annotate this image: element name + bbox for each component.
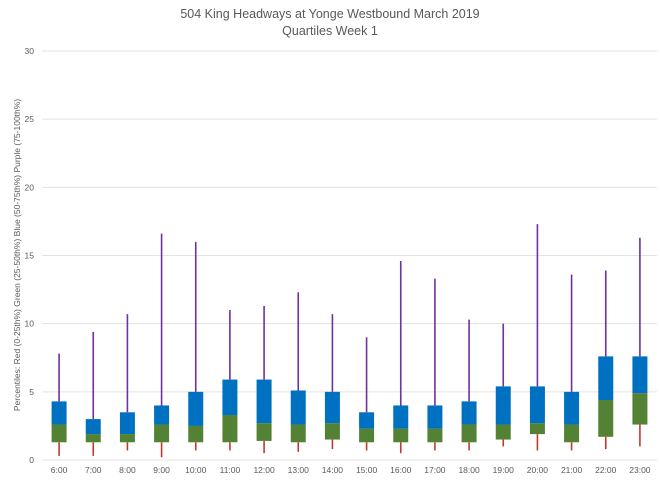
chart-subtitle: Quartiles Week 1 bbox=[282, 24, 378, 38]
box-1600 bbox=[393, 260, 409, 454]
y-tick-label: 0 bbox=[29, 455, 34, 465]
green-box bbox=[51, 424, 67, 443]
y-tick-label: 30 bbox=[25, 46, 35, 56]
boxes bbox=[51, 224, 648, 458]
x-tick-label: 20:00 bbox=[527, 465, 549, 475]
box-1700 bbox=[427, 278, 443, 451]
x-tick-label: 16:00 bbox=[390, 465, 412, 475]
y-tick-label: 20 bbox=[25, 182, 35, 192]
blue-box bbox=[495, 386, 511, 425]
green-box bbox=[290, 424, 306, 443]
box-700 bbox=[85, 331, 101, 456]
x-tick-label: 21:00 bbox=[561, 465, 583, 475]
box-1800 bbox=[461, 319, 477, 451]
green-box bbox=[427, 428, 443, 443]
blue-box bbox=[119, 412, 135, 435]
box-900 bbox=[154, 233, 170, 458]
green-box bbox=[393, 428, 409, 443]
y-axis-ticks: 0 5 10 15 20 25 30 bbox=[25, 46, 35, 465]
blue-box bbox=[222, 379, 238, 416]
green-box bbox=[598, 400, 614, 437]
x-tick-label: 6:00 bbox=[51, 465, 68, 475]
blue-box bbox=[256, 379, 272, 424]
blue-box bbox=[393, 405, 409, 429]
green-box bbox=[632, 393, 648, 425]
blue-box bbox=[427, 405, 443, 429]
x-tick-label: 14:00 bbox=[322, 465, 344, 475]
blue-box bbox=[154, 405, 170, 425]
x-tick-label: 19:00 bbox=[493, 465, 515, 475]
blue-box bbox=[529, 386, 545, 424]
green-box bbox=[256, 423, 272, 441]
box-1100 bbox=[222, 310, 238, 451]
green-box bbox=[85, 434, 101, 443]
x-tick-label: 22:00 bbox=[595, 465, 617, 475]
box-2200 bbox=[598, 270, 614, 450]
blue-box bbox=[85, 419, 101, 435]
green-box bbox=[529, 423, 545, 435]
green-box bbox=[495, 424, 511, 440]
x-tick-label: 12:00 bbox=[253, 465, 275, 475]
blue-box bbox=[632, 356, 648, 394]
x-tick-label: 17:00 bbox=[424, 465, 446, 475]
x-tick-label: 7:00 bbox=[85, 465, 102, 475]
chart-title: 504 King Headways at Yonge Westbound Mar… bbox=[180, 7, 479, 21]
green-box bbox=[564, 424, 580, 443]
x-tick-label: 9:00 bbox=[153, 465, 170, 475]
y-tick-label: 10 bbox=[25, 319, 35, 329]
blue-box bbox=[188, 391, 204, 426]
y-tick-label: 5 bbox=[29, 387, 34, 397]
blue-box bbox=[324, 391, 340, 424]
x-tick-label: 8:00 bbox=[119, 465, 136, 475]
green-box bbox=[359, 428, 375, 443]
x-tick-label: 18:00 bbox=[458, 465, 480, 475]
blue-box bbox=[359, 412, 375, 429]
x-tick-label: 11:00 bbox=[220, 465, 241, 475]
box-1900 bbox=[495, 323, 511, 447]
green-box bbox=[154, 424, 170, 443]
y-tick-label: 25 bbox=[25, 114, 35, 124]
blue-box bbox=[598, 356, 614, 401]
box-2300 bbox=[632, 237, 648, 447]
box-600 bbox=[51, 353, 67, 456]
box-1300 bbox=[290, 292, 306, 452]
box-2000 bbox=[529, 224, 545, 451]
green-box bbox=[188, 425, 204, 443]
y-axis-label: Percentiles: Red (0-25th%) Green (25-50t… bbox=[12, 99, 22, 411]
blue-box bbox=[290, 390, 306, 425]
blue-box bbox=[51, 401, 67, 425]
box-1200 bbox=[256, 305, 272, 454]
x-tick-label: 13:00 bbox=[288, 465, 310, 475]
x-tick-label: 23:00 bbox=[629, 465, 651, 475]
green-box bbox=[222, 415, 238, 443]
blue-box bbox=[564, 391, 580, 425]
box-800 bbox=[119, 314, 135, 451]
box-1400 bbox=[324, 314, 340, 450]
box-1000 bbox=[188, 241, 204, 451]
box-2100 bbox=[564, 274, 580, 451]
gridlines bbox=[42, 50, 657, 461]
x-axis-ticks: 6:00 7:00 8:00 9:00 10:00 11:00 12:00 13:00 14:0… bbox=[51, 465, 651, 475]
box-1500 bbox=[359, 337, 375, 451]
x-tick-label: 10:00 bbox=[185, 465, 207, 475]
green-box bbox=[324, 423, 340, 440]
blue-box bbox=[461, 401, 477, 425]
x-tick-label: 15:00 bbox=[356, 465, 378, 475]
y-tick-label: 15 bbox=[25, 251, 35, 261]
green-box bbox=[461, 424, 477, 443]
green-box bbox=[119, 434, 135, 443]
